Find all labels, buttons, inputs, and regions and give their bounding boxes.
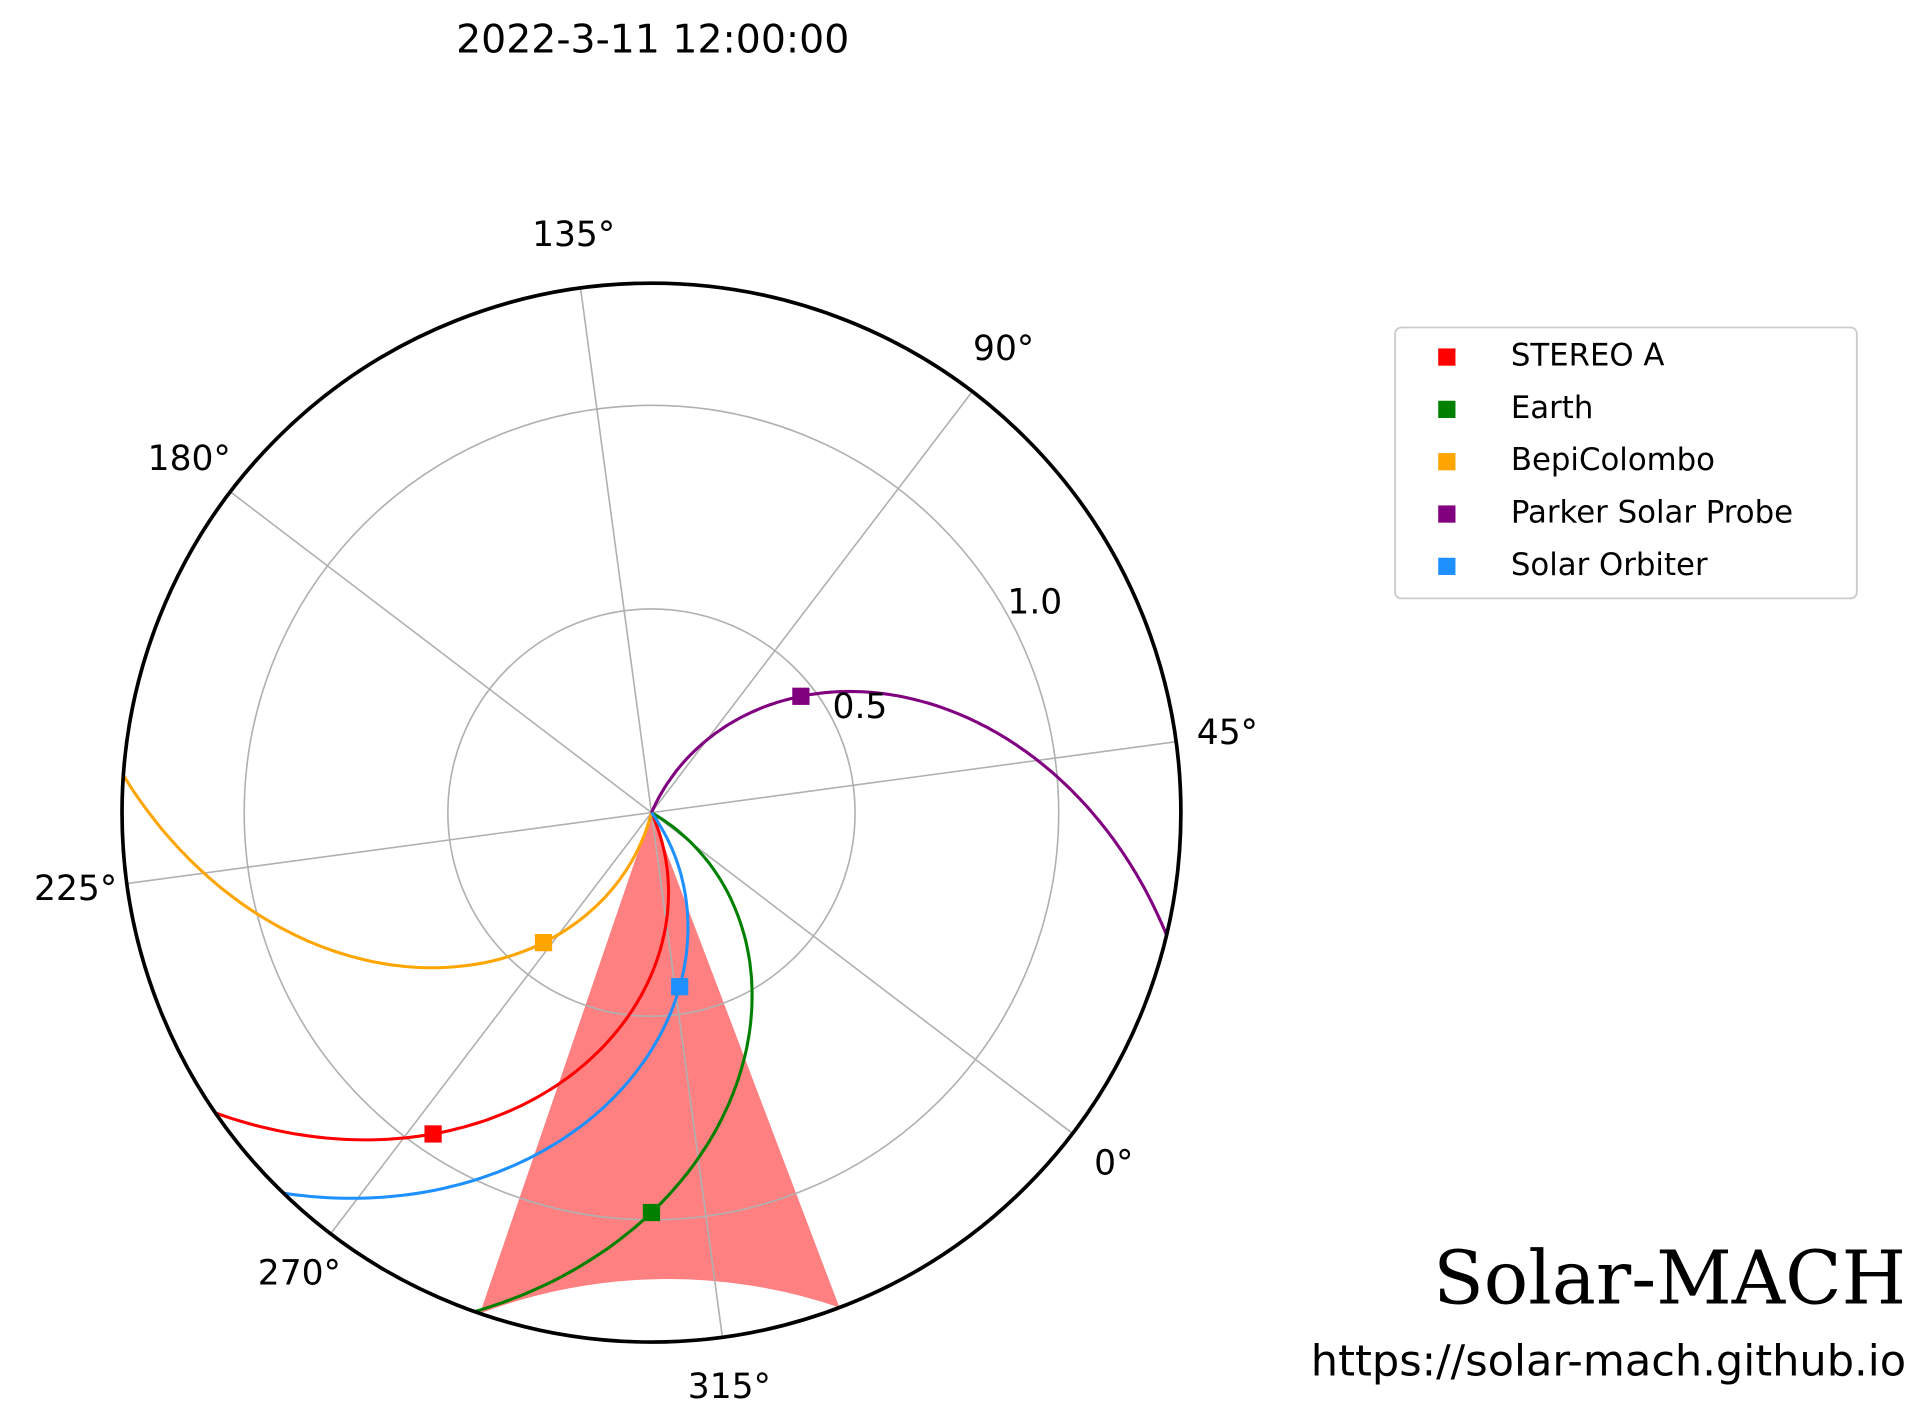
legend-marker xyxy=(1438,557,1456,575)
r-tick-label: 0.5 xyxy=(833,687,888,727)
field-line xyxy=(650,689,1168,936)
grid-ring xyxy=(447,608,856,1018)
body-marker xyxy=(671,978,689,996)
sector xyxy=(479,812,840,1314)
legend-marker xyxy=(1438,453,1456,471)
r-tick-label: 1.0 xyxy=(1007,583,1062,623)
body-marker xyxy=(534,934,553,952)
theta-tick-label: 225° xyxy=(34,869,117,909)
grid-spoke xyxy=(650,811,1074,1135)
legend-label: STEREO A xyxy=(1511,338,1665,374)
legend-box xyxy=(1394,326,1858,600)
grid-spoke xyxy=(651,740,1177,814)
field-line xyxy=(122,774,653,970)
legend-marker xyxy=(1438,505,1456,523)
grid-spoke xyxy=(329,812,653,1235)
chart-title: 2022-3-11 12:00:00 xyxy=(456,16,849,62)
field-line xyxy=(214,812,671,1142)
theta-tick-label: 270° xyxy=(258,1253,341,1293)
field-line xyxy=(283,811,690,1200)
theta-tick-label: 90° xyxy=(973,329,1034,369)
theta-tick-label: 315° xyxy=(688,1367,771,1407)
brand: Solar-MACH xyxy=(1433,1236,1906,1322)
legend-marker xyxy=(1438,400,1456,419)
outer-circle xyxy=(120,281,1183,1344)
grid-spoke xyxy=(126,811,652,885)
grid-spoke xyxy=(650,390,973,814)
grid-spoke xyxy=(650,812,724,1338)
grid-spoke xyxy=(579,287,653,813)
url: https://solar-mach.github.io xyxy=(1311,1337,1906,1387)
grid-spoke xyxy=(229,491,652,814)
legend-label: Earth xyxy=(1511,390,1594,426)
legend-label: BepiColombo xyxy=(1511,442,1715,478)
theta-tick-label: 180° xyxy=(148,439,231,479)
body-marker xyxy=(792,687,810,705)
body-marker xyxy=(424,1125,442,1143)
legend-marker xyxy=(1438,348,1456,366)
theta-tick-label: 0° xyxy=(1094,1143,1133,1183)
legend-label: Parker Solar Probe xyxy=(1511,495,1793,531)
theta-tick-label: 45° xyxy=(1197,713,1258,753)
legend-label: Solar Orbiter xyxy=(1511,547,1708,583)
field-line xyxy=(474,811,754,1314)
body-marker xyxy=(642,1203,661,1222)
theta-tick-label: 135° xyxy=(532,215,615,255)
